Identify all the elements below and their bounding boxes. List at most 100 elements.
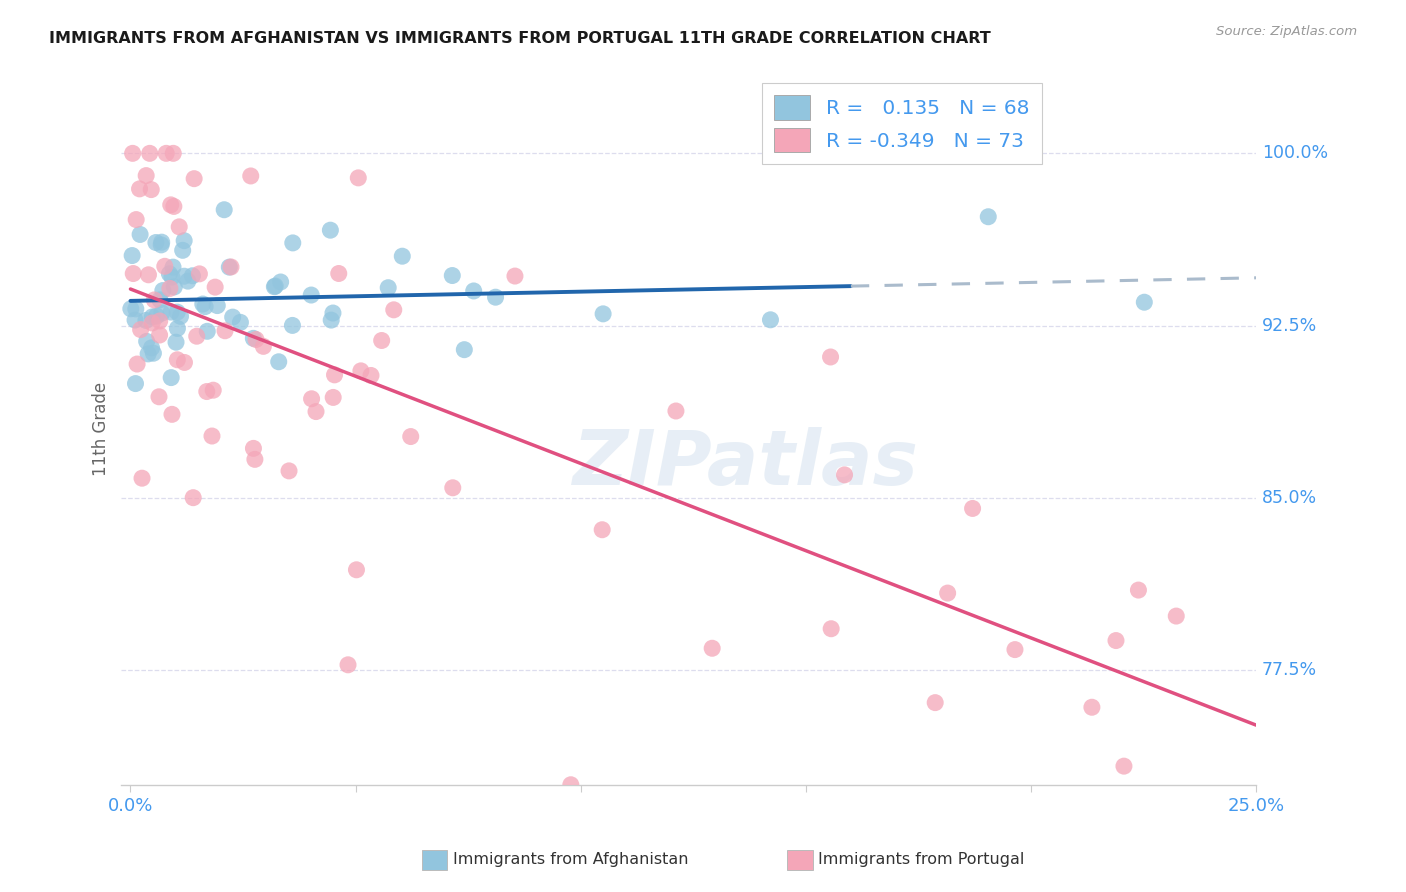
Point: [1166, 609, 1188, 624]
Point: [305, 404, 328, 418]
Point: [166, 352, 188, 367]
Point: [201, 429, 224, 443]
Point: [759, 313, 782, 327]
Point: [323, 368, 346, 382]
Point: [160, 408, 183, 422]
Point: [560, 778, 582, 792]
Point: [399, 429, 422, 443]
Point: [141, 316, 163, 330]
Text: 92.5%: 92.5%: [1261, 317, 1317, 334]
Point: [129, 322, 152, 336]
Point: [219, 260, 242, 274]
Point: [169, 310, 191, 324]
Point: [267, 355, 290, 369]
Point: [129, 227, 152, 242]
Text: Source: ZipAtlas.com: Source: ZipAtlas.com: [1216, 25, 1357, 38]
Point: [173, 234, 195, 248]
Point: [141, 341, 163, 355]
Point: [166, 305, 188, 319]
Point: [591, 523, 613, 537]
Point: [141, 310, 163, 324]
Point: [214, 324, 236, 338]
Point: [301, 392, 323, 406]
Point: [162, 146, 184, 161]
Point: [138, 268, 160, 282]
Point: [141, 183, 163, 197]
Point: [163, 280, 186, 294]
Point: [195, 324, 218, 338]
Point: [160, 305, 183, 319]
Point: [924, 696, 946, 710]
Point: [264, 279, 287, 293]
Point: [128, 182, 150, 196]
Point: [322, 391, 344, 405]
Point: [1081, 700, 1104, 714]
Point: [135, 169, 157, 183]
Point: [181, 491, 204, 505]
Point: [172, 244, 194, 258]
Point: [157, 267, 180, 281]
Point: [145, 309, 167, 323]
Point: [145, 235, 167, 250]
Point: [149, 293, 172, 307]
Point: [160, 370, 183, 384]
Point: [195, 384, 218, 399]
Point: [150, 235, 173, 249]
Point: [221, 310, 243, 325]
Point: [820, 350, 842, 364]
Point: [194, 300, 217, 314]
Point: [212, 202, 235, 217]
Point: [347, 170, 370, 185]
Text: ZIPatlas: ZIPatlas: [572, 427, 918, 501]
Point: [962, 501, 984, 516]
Point: [278, 464, 301, 478]
Legend: R =   0.135   N = 68, R = -0.349   N = 73: R = 0.135 N = 68, R = -0.349 N = 73: [762, 83, 1042, 164]
Point: [160, 270, 183, 285]
Point: [370, 334, 392, 348]
Point: [360, 368, 382, 383]
Point: [159, 281, 181, 295]
Text: 85.0%: 85.0%: [1261, 489, 1317, 507]
Point: [377, 281, 399, 295]
Point: [453, 343, 475, 357]
Point: [150, 306, 173, 320]
Point: [124, 313, 146, 327]
Point: [391, 249, 413, 263]
Point: [463, 284, 485, 298]
Point: [188, 267, 211, 281]
Point: [142, 346, 165, 360]
Point: [245, 333, 267, 347]
Point: [120, 301, 142, 316]
Point: [166, 321, 188, 335]
Point: [131, 471, 153, 485]
Point: [346, 563, 368, 577]
Point: [207, 299, 229, 313]
Point: [181, 268, 204, 283]
Point: [177, 274, 200, 288]
Point: [159, 198, 181, 212]
Point: [242, 442, 264, 456]
Point: [834, 467, 856, 482]
Point: [820, 622, 842, 636]
Point: [148, 390, 170, 404]
Point: [1133, 295, 1156, 310]
Point: [121, 146, 143, 161]
Point: [484, 290, 506, 304]
Point: [173, 355, 195, 369]
Point: [270, 275, 292, 289]
Point: [173, 269, 195, 284]
Point: [281, 318, 304, 333]
Point: [281, 235, 304, 250]
Point: [125, 301, 148, 316]
Point: [143, 293, 166, 307]
Point: [148, 328, 170, 343]
Point: [1105, 633, 1128, 648]
Point: [125, 212, 148, 227]
Point: [191, 297, 214, 311]
Point: [167, 219, 190, 234]
Point: [138, 146, 160, 161]
Point: [135, 334, 157, 349]
Point: [136, 347, 159, 361]
Point: [503, 268, 526, 283]
Y-axis label: 11th Grade: 11th Grade: [93, 382, 110, 476]
